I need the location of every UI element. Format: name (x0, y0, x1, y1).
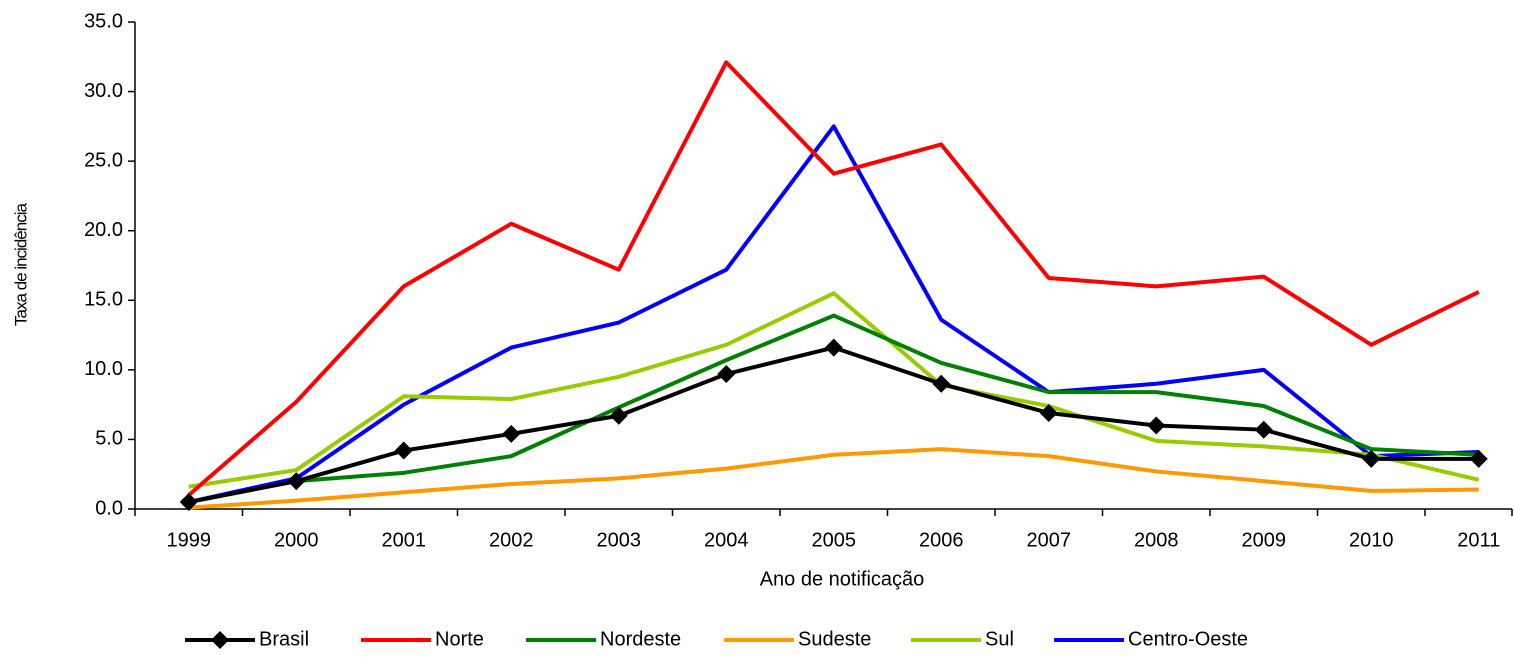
legend-marker (211, 631, 229, 649)
point-marker (1254, 420, 1273, 439)
series-line (188, 345, 1479, 505)
legend-label: Centro-Oeste (1128, 628, 1248, 650)
point-marker (179, 493, 198, 512)
legend-label: Sudeste (798, 628, 871, 650)
y-tick-label: 30.0 (84, 80, 123, 102)
point-marker (287, 472, 306, 491)
y-tick-label: 5.0 (95, 428, 123, 450)
point-marker (394, 441, 413, 460)
x-tick-label: 2008 (1134, 529, 1179, 551)
x-tick-label: 2001 (382, 529, 427, 551)
point-marker (1469, 449, 1488, 468)
point-marker (1362, 449, 1381, 468)
point-marker (1147, 416, 1166, 435)
y-tick-label: 0.0 (95, 497, 123, 519)
point-marker (1039, 403, 1058, 422)
legend-label: Norte (435, 628, 484, 650)
y-tick-label: 10.0 (84, 358, 123, 380)
point-marker (609, 406, 628, 425)
legend-label: Brasil (259, 628, 309, 650)
legend-label: Nordeste (600, 628, 681, 650)
point-marker (717, 365, 736, 384)
x-tick-label: 2010 (1349, 529, 1394, 551)
y-axis-label: Taxa de incidência (11, 203, 30, 326)
y-tick-label: 35.0 (84, 10, 123, 32)
x-tick-label: 2005 (812, 529, 857, 551)
point-marker (824, 338, 843, 357)
legend-label: Sul (985, 628, 1014, 650)
x-tick-label: 2002 (489, 529, 534, 551)
series-line (188, 313, 1479, 505)
x-tick-label: 2006 (919, 529, 964, 551)
point-marker (932, 374, 951, 393)
x-tick-label: 2009 (1242, 529, 1287, 551)
x-tick-label: 2007 (1027, 529, 1072, 551)
y-tick-label: 25.0 (84, 149, 123, 171)
point-marker (502, 424, 521, 443)
x-axis-label: Ano de notificação (760, 568, 925, 590)
x-tick-label: 2011 (1457, 529, 1500, 551)
x-tick-label: 1999 (167, 529, 212, 551)
series-line (188, 447, 1479, 510)
series-line (188, 124, 1479, 504)
x-tick-label: 2004 (704, 529, 749, 551)
x-tick-label: 2003 (597, 529, 642, 551)
series-line (187, 60, 1480, 497)
y-tick-label: 20.0 (84, 219, 123, 241)
series-line (188, 291, 1480, 489)
y-tick-label: 15.0 (84, 289, 123, 311)
x-tick-label: 2000 (274, 529, 319, 551)
